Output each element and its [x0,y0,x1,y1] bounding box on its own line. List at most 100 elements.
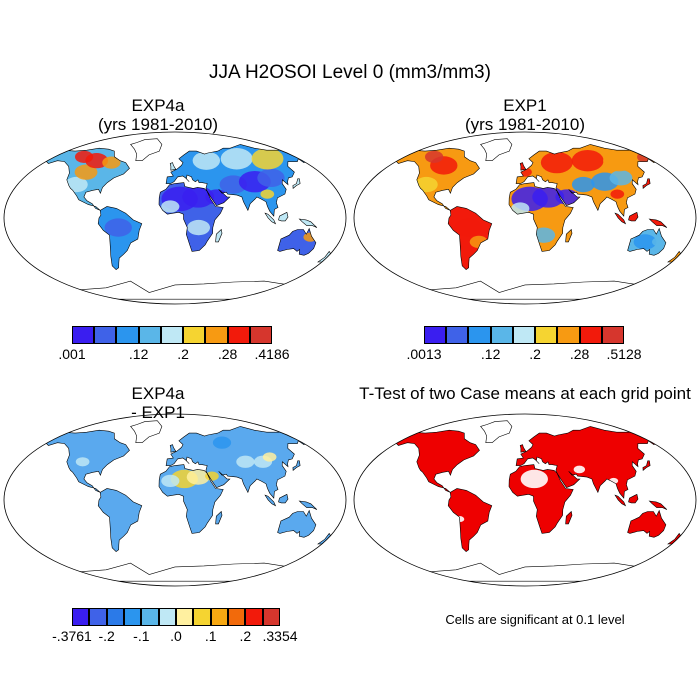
colorbar-box [228,608,246,626]
shade-patch [303,232,318,242]
colorbar-box [601,326,624,344]
colorbar-label: .3354 [262,628,298,644]
shade-patch [555,189,579,205]
shade-patch [520,469,548,489]
colorbar-box [245,608,263,626]
landmass-indonesia-borneo [628,212,638,221]
figure-title: JJA H2OSOI Level 0 (mm3/mm3) [209,62,491,83]
colorbar-box [160,326,184,344]
coastline-new-guinea [648,218,668,228]
shade-patch [571,149,604,172]
landmass-uk [170,162,176,171]
landmass-indonesia-borneo [278,494,288,503]
coastline-north-america [45,147,130,211]
map-frame [353,131,697,305]
landmass-new-zealand [318,251,332,262]
coastline-indonesia-borneo [628,211,639,222]
shade-patch [257,168,285,188]
coastline-sumatra [614,212,627,225]
colorbar-box [262,608,280,626]
landmass-sumatra [615,495,626,506]
colorbar-box [94,326,117,344]
shade-patch [182,186,215,208]
shade-patch [532,186,565,208]
shade-patch [251,148,284,170]
shade-patch [192,151,221,170]
colorbar-label: .1 [204,628,217,644]
colorbar-box [424,326,447,344]
shade-patch [511,202,530,215]
colorbar-box [512,326,536,344]
map-content [395,138,682,300]
colorbar-box [141,608,159,626]
panel-title-exp4a: EXP4a (yrs 1981-2010) [32,96,284,134]
colorbar-box [158,608,176,626]
shade-patch [212,436,232,449]
shade-patch [186,469,210,485]
landmass-madagascar [215,511,222,524]
landmass-indonesia-borneo [628,494,638,503]
landmass-sumatra [265,495,276,506]
landmass-south-america [448,488,492,552]
colorbar-box [249,326,272,344]
landmass-japan [642,460,651,471]
colorbar-label: .12 [480,346,501,362]
landmass-new-zealand [318,533,332,544]
landmass-antarctica [399,563,651,582]
coastline-australia [627,509,667,538]
landmass-sumatra [265,213,276,224]
landmass-sumatra [615,213,626,224]
shade-patch [573,465,586,474]
coastline-eurasia [165,144,312,217]
shade-patch [102,156,121,169]
landmass-south-america [98,206,142,270]
colorbar-label: .4186 [254,346,290,362]
map-frame [3,131,347,305]
coastline-greenland [130,420,163,443]
map-frame [3,413,347,587]
landmass-new-zealand [668,533,682,544]
shade-patch [205,471,219,481]
shade-patch [518,167,532,177]
coastline-japan [642,460,651,472]
coastline-japan [292,460,301,472]
colorbar-box [490,326,513,344]
shade-patch [454,218,482,237]
colorbar-label: .5128 [606,346,642,362]
shade-patch [220,148,253,170]
landmass-antarctica [49,563,301,582]
landmass-eurasia [516,426,662,499]
colorbar-difference: -.3761 -.2 -.1 .0 .1 .2 .3354 [52,608,298,644]
coastline-south-america [97,488,143,552]
colorbar-label: -.1 [133,628,150,644]
landmass-new-zealand [668,251,682,262]
coastline-sumatra [264,494,277,507]
colorbar-label: .2 [177,346,189,362]
panel-title-diff: EXP4a - EXP1 [32,384,284,422]
coastline-indonesia-borneo [628,493,639,504]
coastline-madagascar [565,510,573,525]
landmass-australia [277,510,316,538]
colorbar-label: .0 [170,628,182,644]
shade-patch [262,452,277,462]
landmass-antarctica [49,281,301,300]
coastline-sumatra [264,212,277,225]
colorbar-box [116,326,139,344]
shading-layer [414,149,666,250]
coastline-new-guinea [648,500,668,510]
shade-patch [74,164,98,180]
coastline-eurasia [515,426,662,499]
coastline-greenland [130,138,163,161]
coastline-madagascar [215,510,223,525]
shade-patch [161,474,180,488]
map-content [45,420,332,582]
coastline-sumatra [614,494,627,507]
colorbar-label: -.3761 [52,628,92,644]
landmass-antarctica [399,281,651,300]
colorbar-box [446,326,469,344]
landmass-south-america [98,488,142,552]
panel-title-line: (yrs 1981-2010) [97,115,218,134]
panel-title-exp1: EXP1 (yrs 1981-2010) [380,96,670,134]
landmass-greenland [480,420,512,443]
colorbar-box [557,326,580,344]
